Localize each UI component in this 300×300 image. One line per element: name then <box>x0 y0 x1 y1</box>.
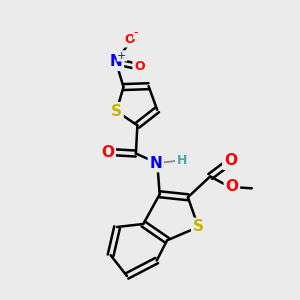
Text: +: + <box>117 51 127 61</box>
Text: O: O <box>224 153 237 168</box>
Text: S: S <box>193 220 204 235</box>
Text: H: H <box>176 154 187 167</box>
Text: N: N <box>110 54 122 69</box>
Text: O: O <box>134 60 145 73</box>
Text: O: O <box>225 179 239 194</box>
Text: O: O <box>124 33 135 46</box>
Text: S: S <box>111 104 122 119</box>
Text: O: O <box>101 145 114 160</box>
Text: N: N <box>149 156 162 171</box>
Text: -: - <box>134 26 138 39</box>
